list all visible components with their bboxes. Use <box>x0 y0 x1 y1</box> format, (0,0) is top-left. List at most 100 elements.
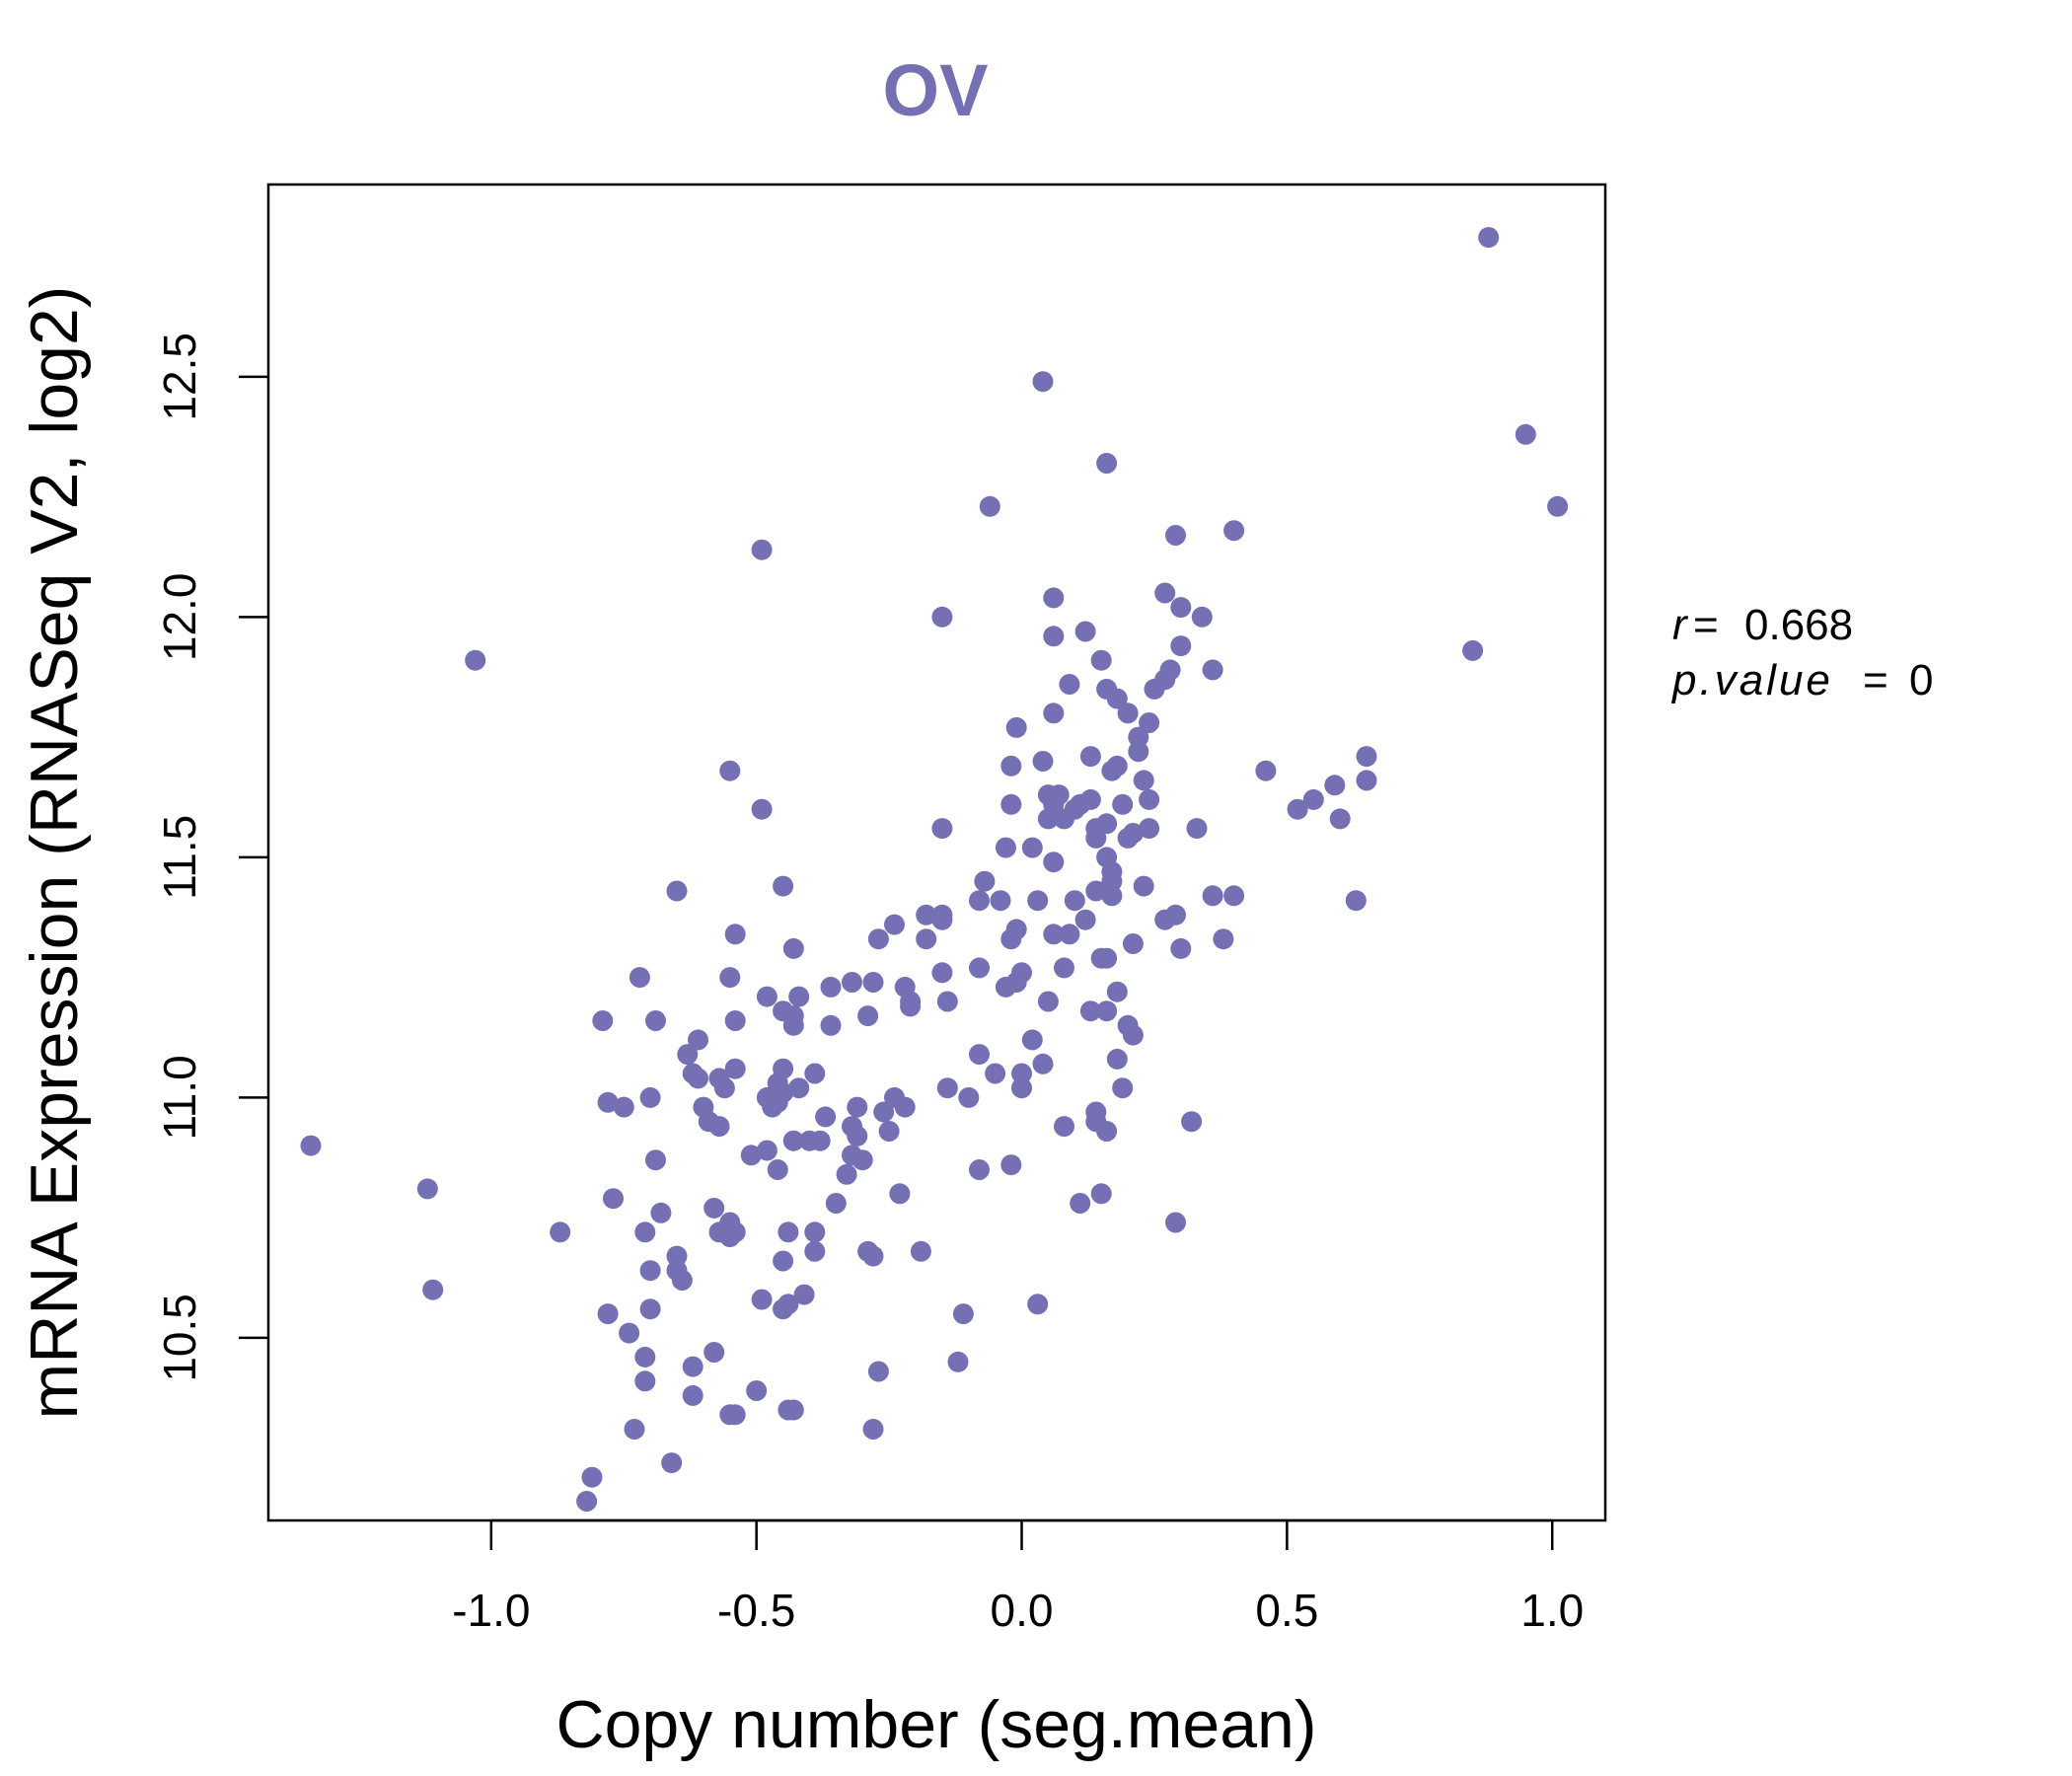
data-point <box>1021 837 1043 858</box>
data-point <box>1144 678 1165 700</box>
data-point <box>1085 880 1107 902</box>
data-point <box>597 1091 619 1113</box>
data-point <box>1139 818 1160 840</box>
y-axis: 10.5 11.0 11.5 12.0 12.5 <box>154 333 268 1382</box>
data-point <box>1191 606 1213 628</box>
y-tick-label: 11.5 <box>154 815 205 900</box>
data-point <box>703 1197 725 1219</box>
data-point <box>1165 525 1186 546</box>
data-point <box>581 1466 603 1488</box>
data-point <box>1000 793 1022 815</box>
data-point <box>782 1014 804 1036</box>
data-point <box>708 1116 730 1138</box>
data-point <box>1101 870 1123 892</box>
data-point <box>671 1270 693 1291</box>
data-point <box>931 909 953 930</box>
data-point <box>576 1491 598 1512</box>
data-point <box>1054 808 1074 830</box>
data-point <box>634 1346 656 1368</box>
data-point <box>782 937 804 959</box>
data-point <box>1032 371 1054 393</box>
x-axis-label: Copy number (seg.mean) <box>555 1687 1316 1762</box>
data-point <box>995 976 1016 998</box>
data-point <box>724 1058 746 1079</box>
data-point <box>634 1370 656 1392</box>
data-point <box>1000 755 1022 777</box>
data-point <box>773 1250 794 1272</box>
data-point <box>751 798 773 820</box>
data-point <box>650 1202 672 1223</box>
y-tick-label: 12.5 <box>154 333 205 421</box>
data-point <box>969 957 990 979</box>
data-point <box>900 996 922 1017</box>
data-point <box>639 1260 661 1282</box>
data-point <box>1106 1048 1128 1070</box>
data-point <box>1165 1212 1186 1233</box>
data-point <box>936 991 958 1012</box>
data-point <box>1356 746 1377 768</box>
data-point <box>1043 626 1065 647</box>
data-point <box>724 1010 746 1031</box>
data-point <box>804 1063 826 1084</box>
data-point <box>820 976 842 998</box>
data-point <box>1117 827 1139 849</box>
data-point <box>719 760 741 781</box>
data-point <box>1324 775 1346 796</box>
data-point <box>1128 726 1149 748</box>
data-point <box>862 1245 884 1267</box>
data-point <box>990 890 1011 912</box>
y-tick-label: 12.0 <box>154 573 205 662</box>
data-point <box>1037 808 1059 830</box>
data-point <box>1515 423 1536 445</box>
data-point <box>634 1221 656 1243</box>
data-point <box>815 1106 837 1128</box>
data-point <box>809 1130 831 1151</box>
data-point <box>1096 1121 1118 1142</box>
p-value-label: p.value <box>1670 656 1833 704</box>
data-point <box>756 1140 777 1161</box>
data-point <box>947 1351 969 1372</box>
data-point <box>1170 597 1192 619</box>
data-point <box>1037 991 1059 1012</box>
data-point <box>889 1183 911 1205</box>
data-point <box>416 1178 438 1200</box>
x-tick-label: -1.0 <box>452 1585 530 1636</box>
data-point <box>969 1159 990 1180</box>
data-point <box>825 1193 847 1214</box>
data-point <box>873 1101 895 1123</box>
data-point <box>788 986 810 1007</box>
data-point <box>952 1303 974 1325</box>
stats-annotation: r = 0.668 p.value = 0 <box>1670 601 1933 704</box>
data-point <box>1043 851 1065 873</box>
data-point <box>1032 1053 1054 1074</box>
data-point <box>1043 587 1065 609</box>
data-point <box>1223 885 1245 907</box>
data-point <box>1133 875 1154 897</box>
data-point <box>740 1145 762 1166</box>
data-point <box>777 1221 799 1243</box>
data-point <box>1170 635 1192 657</box>
data-point <box>767 1159 788 1180</box>
data-point <box>661 1452 683 1474</box>
data-point <box>1112 1077 1134 1099</box>
data-point <box>878 1121 900 1142</box>
data-point <box>1074 621 1096 642</box>
data-point <box>782 1399 804 1421</box>
data-point <box>820 1014 842 1036</box>
data-point <box>1059 924 1080 945</box>
data-point <box>1213 928 1234 950</box>
data-point <box>1329 808 1351 830</box>
data-point <box>682 1356 703 1377</box>
data-point <box>713 1077 735 1099</box>
data-point <box>1462 639 1484 661</box>
data-point <box>1005 716 1027 738</box>
data-point <box>1345 890 1367 912</box>
data-point <box>916 928 937 950</box>
data-point <box>300 1135 322 1156</box>
data-point <box>773 875 794 897</box>
data-point <box>603 1188 624 1210</box>
data-point <box>1043 703 1065 724</box>
data-point <box>422 1279 444 1300</box>
data-point <box>592 1010 614 1031</box>
